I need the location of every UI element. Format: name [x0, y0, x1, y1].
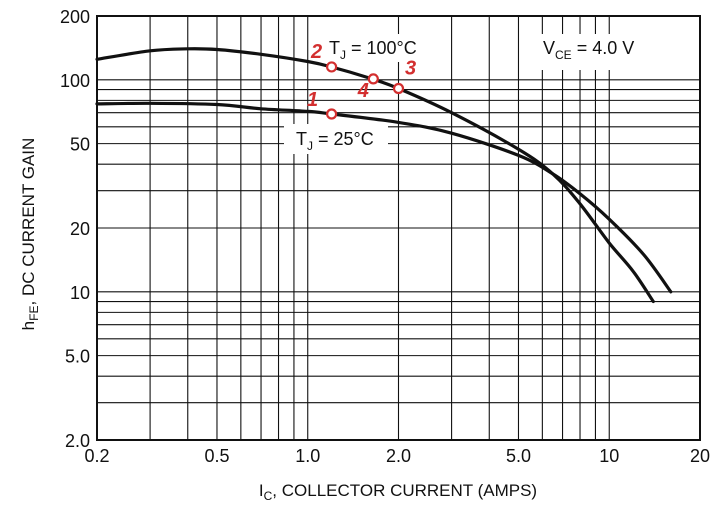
curves [95, 47, 673, 304]
marker-label-4: 4 [357, 80, 369, 102]
y-tick-label: 50 [70, 135, 90, 155]
tj25-annotation: TJ = 25°C [296, 129, 374, 153]
x-tick-label: 2.0 [386, 446, 411, 466]
x-axis-title: IC, COLLECTOR CURRENT (AMPS) [259, 481, 537, 503]
y-tick-label: 5.0 [65, 347, 90, 367]
x-tick-label: 0.5 [204, 446, 229, 466]
x-tick-label: 20 [690, 446, 710, 466]
x-tick-label: 10 [599, 446, 619, 466]
series-line-2 [95, 101, 673, 294]
series-line-1 [95, 47, 655, 304]
marker-point-2 [326, 61, 338, 73]
x-tick-label: 1.0 [295, 446, 320, 466]
marker-label-1: 1 [307, 89, 318, 111]
plot-frame [96, 15, 701, 441]
grid [96, 15, 701, 441]
marker-label-3: 3 [405, 58, 416, 80]
tick-labels: 0.2 0.5 1.0 2.0 5.0 10 20 2.0 5.0 10 20 50 100 200 [60, 7, 710, 466]
marker-point-3 [392, 82, 405, 95]
marker-point-4 [367, 73, 379, 85]
y-tick-label: 100 [60, 71, 90, 91]
markers: 1 2 3 4 [307, 41, 416, 120]
tj25-annotation-bg [284, 124, 388, 154]
vce-annotation-bg [533, 34, 650, 70]
tj100-annotation-bg [326, 34, 430, 62]
tj100-annotation: TJ = 100°C [329, 38, 417, 62]
marker-label-2: 2 [310, 41, 322, 63]
marker-point-1 [326, 108, 338, 120]
y-tick-label: 20 [70, 219, 90, 239]
y-axis-title: hFE, DC CURRENT GAIN [19, 138, 41, 331]
vce-annotation: VCE = 4.0 V [543, 38, 634, 62]
x-tick-label: 0.2 [84, 446, 109, 466]
x-tick-label: 5.0 [506, 446, 531, 466]
y-tick-label: 200 [60, 7, 90, 27]
y-tick-label: 10 [70, 283, 90, 303]
y-tick-label: 2.0 [65, 431, 90, 451]
